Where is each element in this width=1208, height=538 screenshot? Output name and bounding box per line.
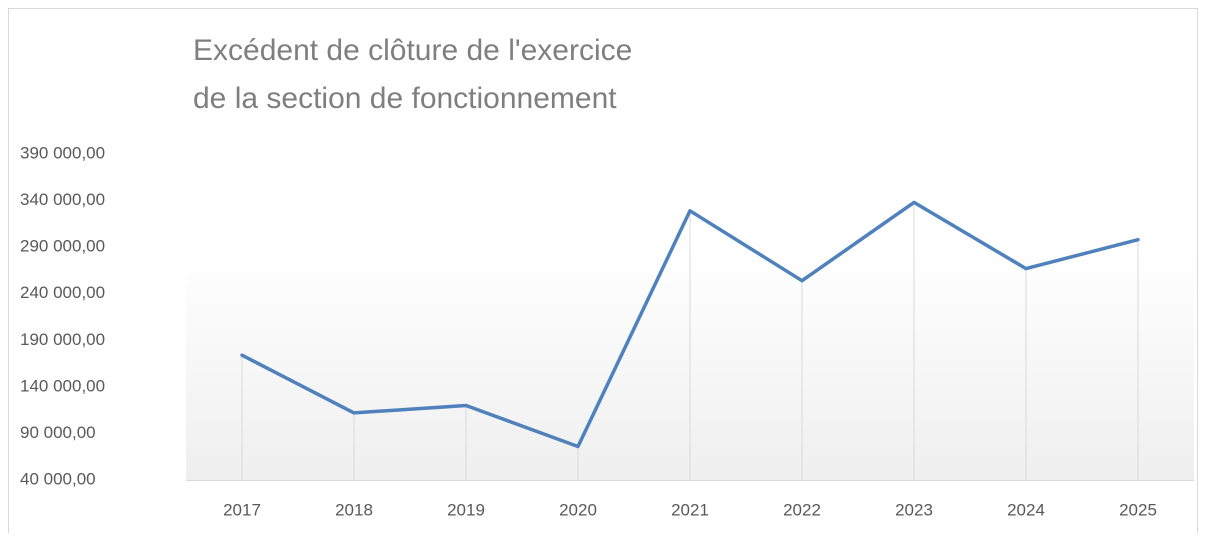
y-tick-label: 240 000,00 xyxy=(20,283,105,302)
y-tick-label: 90 000,00 xyxy=(20,423,96,442)
chart-title: Excédent de clôture de l'exercice xyxy=(193,34,632,67)
x-tick-label: 2017 xyxy=(223,500,261,519)
x-tick-label: 2020 xyxy=(559,500,597,519)
y-tick-label: 340 000,00 xyxy=(20,190,105,209)
x-tick-label: 2019 xyxy=(447,500,485,519)
y-tick-label: 190 000,00 xyxy=(20,330,105,349)
x-tick-label: 2025 xyxy=(1119,500,1157,519)
x-tick-label: 2022 xyxy=(783,500,821,519)
y-tick-label: 290 000,00 xyxy=(20,237,105,256)
x-tick-label: 2021 xyxy=(671,500,709,519)
y-tick-label: 390 000,00 xyxy=(20,143,105,162)
x-tick-label: 2024 xyxy=(1007,500,1045,519)
x-tick-label: 2018 xyxy=(335,500,373,519)
y-tick-label: 140 000,00 xyxy=(20,376,105,395)
y-tick-label: 40 000,00 xyxy=(20,469,96,488)
chart-title: de la section de fonctionnement xyxy=(193,82,617,115)
x-tick-label: 2023 xyxy=(895,500,933,519)
line-series xyxy=(240,200,1140,449)
